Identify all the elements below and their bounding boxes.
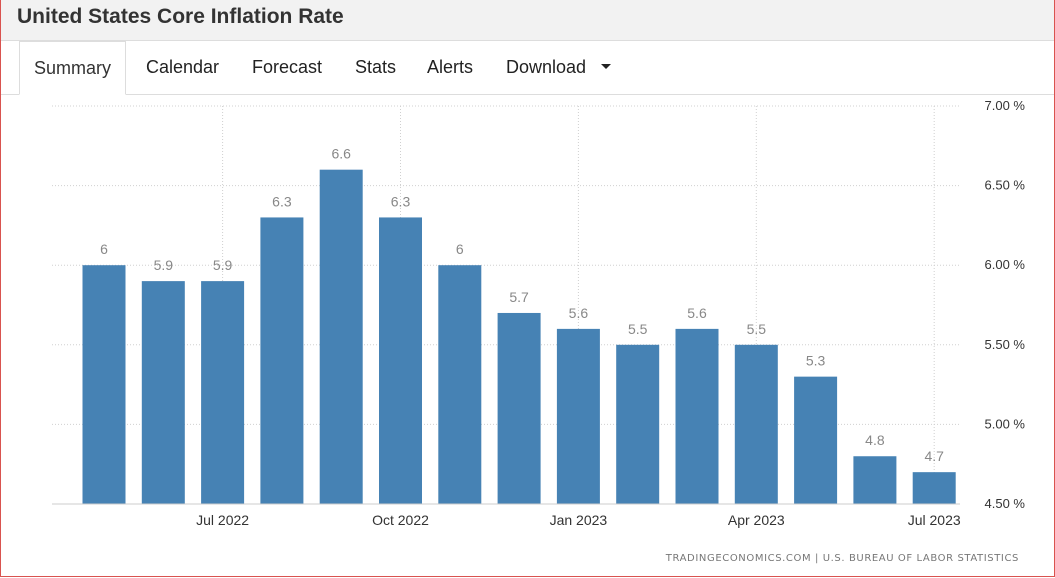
bar — [82, 265, 126, 504]
tab-bar: Summary Calendar Forecast Stats Alerts D… — [1, 41, 1054, 95]
bar — [438, 265, 482, 504]
tab-forecast[interactable]: Forecast — [252, 41, 322, 94]
bar-value-label: 5.5 — [747, 321, 767, 337]
caret-down-icon — [601, 63, 612, 69]
bar — [853, 456, 897, 504]
tab-forecast-label: Forecast — [252, 57, 323, 77]
bar — [319, 169, 363, 504]
x-tick-label: Apr 2023 — [728, 512, 785, 528]
bar — [260, 217, 304, 504]
bar-value-label: 5.3 — [806, 353, 826, 369]
tab-download[interactable]: Download — [506, 41, 612, 94]
tab-alerts[interactable]: Alerts — [427, 41, 473, 94]
tab-stats[interactable]: Stats — [355, 41, 396, 94]
tab-calendar-label: Calendar — [146, 57, 220, 77]
bar — [497, 312, 541, 504]
bar-value-label: 5.6 — [569, 305, 589, 321]
bar-value-label: 5.6 — [687, 305, 707, 321]
bar-value-label: 6 — [100, 241, 108, 257]
bar — [794, 376, 838, 504]
bar-value-label: 5.5 — [628, 321, 648, 337]
page-title: United States Core Inflation Rate — [17, 5, 344, 28]
tab-alerts-label: Alerts — [427, 57, 474, 77]
title-bar: United States Core Inflation Rate — [1, 0, 1054, 41]
bar-value-label: 6.3 — [272, 193, 292, 209]
bar-value-label: 4.8 — [865, 432, 885, 448]
bar-value-label: 6.3 — [391, 193, 411, 209]
chart-source: TRADINGECONOMICS.COM | U.S. BUREAU OF LA… — [665, 553, 1019, 564]
bar-value-label: 4.7 — [924, 448, 944, 464]
x-tick-label: Oct 2022 — [372, 512, 429, 528]
bar — [734, 344, 778, 504]
tab-download-label: Download — [506, 57, 587, 77]
tab-stats-label: Stats — [355, 57, 397, 77]
bar — [141, 281, 185, 504]
bar — [675, 328, 719, 504]
bar-value-label: 5.9 — [154, 257, 174, 273]
y-tick-label: 5.50 % — [985, 337, 1026, 352]
tab-calendar[interactable]: Calendar — [146, 41, 219, 94]
x-tick-label: Jul 2022 — [196, 512, 249, 528]
x-tick-label: Jul 2023 — [908, 512, 961, 528]
y-tick-label: 5.00 % — [985, 416, 1026, 431]
bar-value-label: 6 — [456, 241, 464, 257]
bar-value-label: 6.6 — [331, 146, 351, 162]
bar — [912, 472, 956, 504]
y-tick-label: 6.50 % — [985, 178, 1026, 193]
tab-summary[interactable]: Summary — [19, 41, 127, 95]
x-tick-label: Jan 2023 — [550, 512, 608, 528]
bar — [379, 217, 422, 504]
bar-value-label: 5.9 — [213, 257, 233, 273]
bar-chart: 4.50 % 5.00 % 5.50 % 6.00 % 6.50 % 7.00 % Jul … — [52, 98, 1026, 528]
bar — [201, 281, 245, 504]
y-tick-label: 7.00 % — [985, 98, 1026, 113]
y-tick-label: 4.50 % — [985, 496, 1026, 511]
y-tick-label: 6.00 % — [985, 257, 1026, 272]
tab-summary-label: Summary — [34, 58, 112, 78]
bar-value-label: 5.7 — [509, 289, 529, 305]
bar — [616, 344, 660, 504]
bar — [556, 328, 600, 504]
